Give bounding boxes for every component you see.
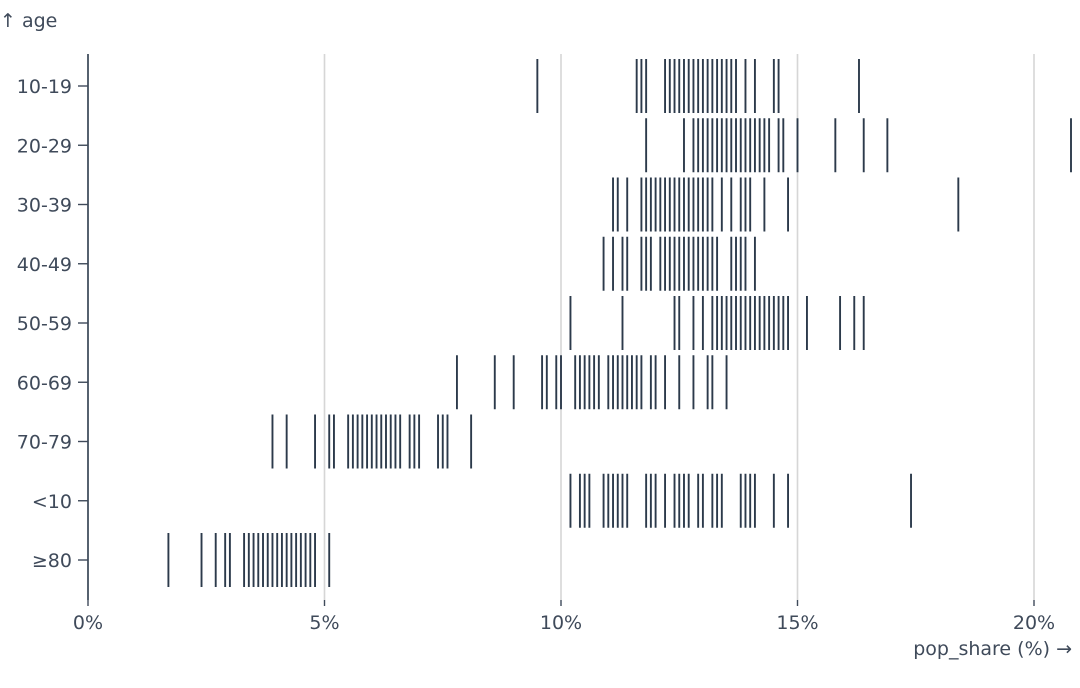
y-tick-label: <10 xyxy=(32,491,72,513)
y-tick-label: 70-79 xyxy=(17,432,72,454)
y-tick-label: 10-19 xyxy=(17,76,72,98)
marks xyxy=(167,59,1072,587)
x-tick-label: 15% xyxy=(776,612,818,634)
x-tick-label: 20% xyxy=(1013,612,1055,634)
y-tick-label: 60-69 xyxy=(17,372,72,394)
y-axis-title: ↑ age xyxy=(0,10,57,32)
y-tick-label: 30-39 xyxy=(17,195,72,217)
y-ticks: 10-19 20-29 30-39 40-49 50-59 60-69 70-79 <10 ≥8… xyxy=(17,76,88,572)
x-tick-label: 5% xyxy=(309,612,339,634)
x-tick-label: 10% xyxy=(540,612,582,634)
axes: ↑ age pop_share (%) → xyxy=(0,10,1072,660)
y-tick-label: 40-49 xyxy=(17,254,72,276)
x-axis-title: pop_share (%) → xyxy=(913,638,1072,660)
y-tick-label: 20-29 xyxy=(17,135,72,157)
x-tick-label: 0% xyxy=(73,612,103,634)
x-ticks: 0% 5% 10% 15% 20% xyxy=(73,600,1055,634)
y-tick-label: ≥80 xyxy=(32,550,72,572)
y-tick-label: 50-59 xyxy=(17,313,72,335)
